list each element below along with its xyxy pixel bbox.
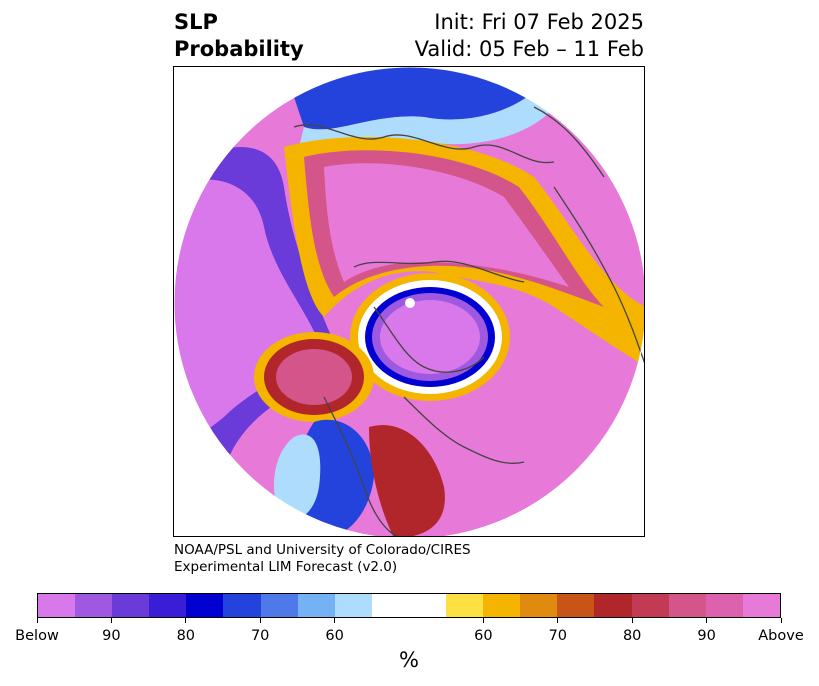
- north-pole-dot: [405, 298, 415, 308]
- colorbar-cell: [742, 594, 780, 617]
- europe-low-region: [284, 67, 554, 130]
- colorbar-tick-mark: [110, 618, 112, 623]
- colorbar-cell: [668, 594, 706, 617]
- colorbar-cell: [334, 594, 372, 617]
- init-date: Init: Fri 07 Feb 2025: [434, 10, 644, 34]
- coastlines: [293, 106, 644, 536]
- colorbar-cell: [75, 594, 113, 617]
- colorbar-cell: [446, 594, 484, 617]
- colorbar-tick-mark: [259, 618, 261, 623]
- colorbar-cell: [297, 594, 335, 617]
- colorbar-cell: [408, 594, 447, 617]
- colorbar-tick-label: 80: [176, 628, 196, 644]
- arctic-low-core: [380, 300, 480, 374]
- colorbar-tick-label: 60: [325, 628, 344, 644]
- colorbar-tick-label: 60: [474, 628, 493, 644]
- colorbar-tick-label: 70: [548, 628, 568, 644]
- us-east-high: [369, 425, 445, 536]
- colorbar-tick-label: Below: [15, 628, 59, 644]
- colorbar-cell: [112, 594, 150, 617]
- credit-line-2: Experimental LIM Forecast (v2.0): [174, 559, 398, 575]
- colorbar-tick-label: Above: [758, 628, 804, 644]
- colorbar-cell: [631, 594, 669, 617]
- colorbar-tick-mark: [557, 618, 559, 623]
- colorbar-tick-label: 80: [622, 628, 642, 644]
- colorbar-cell: [557, 594, 595, 617]
- colorbar-tick-mark: [482, 618, 484, 623]
- colorbar-tick-mark: [334, 618, 336, 623]
- probability-map: [174, 67, 644, 536]
- colorbar: [37, 593, 781, 618]
- credit-block: NOAA/PSL and University of Colorado/CIRE…: [174, 542, 471, 576]
- title-block: SLP Probability: [174, 9, 304, 63]
- valid-range: Valid: 05 Feb – 11 Feb: [414, 37, 644, 61]
- colorbar-unit: %: [399, 648, 419, 672]
- colorbar-tick-mark: [706, 618, 708, 623]
- europe-light-band: [299, 67, 574, 150]
- map-disc: [174, 67, 644, 536]
- colorbar-tick-label: 90: [697, 628, 716, 644]
- colorbar-cell: [594, 594, 632, 617]
- colorbar-cell: [186, 594, 224, 617]
- colorbar-cell: [260, 594, 298, 617]
- map-frame: [173, 66, 645, 537]
- us-low-light: [274, 434, 321, 519]
- colorbar-tick-mark: [631, 618, 633, 623]
- colorbar-tick-mark: [36, 618, 38, 623]
- colorbar-cell: [705, 594, 743, 617]
- title-line-2: Probability: [174, 37, 304, 61]
- colorbar-cell: [520, 594, 558, 617]
- colorbar-cell: [483, 594, 521, 617]
- colorbar-tick-mark: [780, 618, 782, 623]
- eurasia-high-core: [324, 163, 569, 287]
- pacific-low-core: [174, 179, 324, 447]
- title-line-1: SLP: [174, 10, 218, 34]
- colorbar-tick-mark: [185, 618, 187, 623]
- colorbar-tick-label: 70: [250, 628, 270, 644]
- pacific-high-core: [276, 349, 352, 405]
- date-block: Init: Fri 07 Feb 2025 Valid: 05 Feb – 11…: [415, 9, 644, 63]
- colorbar-cell: [371, 594, 409, 617]
- colorbar-cell: [149, 594, 187, 617]
- credit-line-1: NOAA/PSL and University of Colorado/CIRE…: [174, 542, 471, 558]
- colorbar-tick-label: 90: [102, 628, 121, 644]
- colorbar-cell: [38, 594, 76, 617]
- colorbar-cell: [223, 594, 261, 617]
